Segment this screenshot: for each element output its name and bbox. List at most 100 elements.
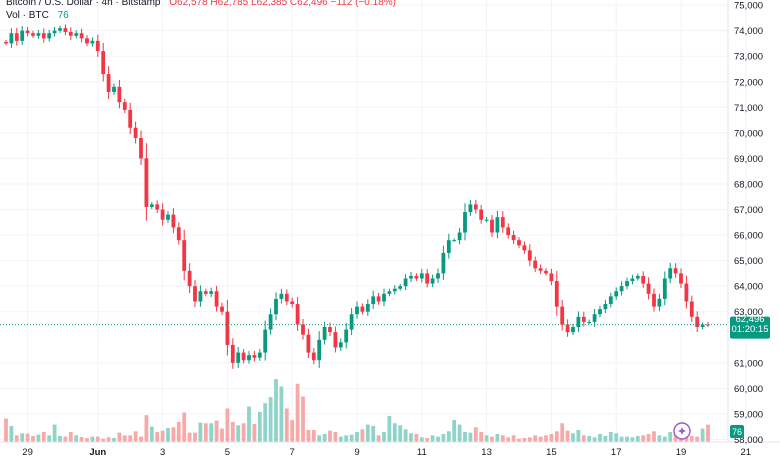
volume-bar bbox=[301, 396, 305, 442]
volume-bar bbox=[31, 435, 35, 442]
candle-body bbox=[695, 316, 700, 328]
candle-body bbox=[85, 38, 89, 44]
candle-body bbox=[457, 232, 462, 241]
volume-bar bbox=[4, 418, 8, 442]
volume-bar bbox=[457, 424, 462, 442]
volume-bar bbox=[598, 433, 602, 442]
volume-bar bbox=[209, 423, 214, 442]
price-axis-label: 68,000 bbox=[734, 179, 763, 190]
candle-body bbox=[68, 31, 73, 36]
candle-body bbox=[365, 304, 370, 312]
volume-bar bbox=[128, 435, 133, 442]
volume-bar bbox=[560, 423, 565, 442]
volume-bar bbox=[252, 423, 257, 442]
volume-bar bbox=[506, 437, 511, 442]
candle-body bbox=[560, 306, 565, 325]
volume-bar bbox=[295, 383, 300, 442]
volume-bar bbox=[133, 431, 138, 442]
candle-body bbox=[376, 296, 381, 302]
volume-bar bbox=[571, 433, 575, 442]
price-badge-value: 62,496 bbox=[735, 314, 764, 325]
volume-bar bbox=[149, 426, 154, 442]
candle-body bbox=[279, 293, 284, 299]
candle-body bbox=[668, 268, 673, 279]
candle-body bbox=[117, 86, 122, 103]
candle-body bbox=[52, 30, 57, 34]
candle-body bbox=[128, 109, 133, 128]
volume-bar bbox=[139, 436, 143, 442]
candle-body bbox=[452, 240, 457, 242]
candle-body bbox=[263, 329, 268, 353]
candle-body bbox=[20, 30, 25, 41]
volume-bar bbox=[328, 430, 332, 442]
volume-bar bbox=[198, 422, 203, 442]
price-axis-label: 70,000 bbox=[734, 128, 763, 139]
candle-body bbox=[527, 250, 532, 261]
candle-body bbox=[247, 355, 251, 361]
volume-bar bbox=[425, 437, 430, 442]
volume-label[interactable]: Vol · BTC bbox=[6, 10, 49, 21]
candle-body bbox=[112, 86, 116, 92]
volume-bar bbox=[365, 424, 370, 442]
candle-body bbox=[79, 33, 84, 39]
volume-bar bbox=[436, 436, 440, 442]
volume-bar bbox=[203, 423, 208, 442]
volume-bar bbox=[614, 433, 619, 442]
volume-bar bbox=[549, 433, 554, 442]
volume-bar bbox=[668, 431, 673, 442]
candle-body bbox=[662, 278, 667, 299]
volume-bar bbox=[533, 435, 538, 442]
volume-bar bbox=[673, 433, 678, 442]
candle-body bbox=[371, 296, 376, 305]
candle-body bbox=[387, 291, 392, 294]
candle-body bbox=[544, 270, 548, 274]
volume-bar bbox=[592, 437, 597, 442]
volume-bar bbox=[236, 425, 241, 442]
price-axis-label: 71,000 bbox=[734, 103, 763, 114]
candle-body bbox=[425, 273, 430, 284]
volume-bar bbox=[430, 435, 435, 442]
sparkle-icon[interactable] bbox=[673, 422, 691, 440]
volume-bar bbox=[344, 435, 349, 442]
volume-bar bbox=[360, 429, 365, 442]
volume-bar bbox=[463, 431, 467, 442]
candle-body bbox=[414, 275, 419, 279]
symbol-title[interactable]: Bitcoin / U.S. Dollar · 4h · Bitstamp bbox=[6, 0, 161, 8]
candle-body bbox=[193, 286, 197, 302]
price-axis-labels: 75,000 74,000 73,000 72,000 71,000 70,000 69,0… bbox=[734, 1, 763, 446]
volume-bar bbox=[684, 435, 689, 442]
volume-bar bbox=[349, 434, 354, 442]
volume-bar bbox=[171, 427, 176, 442]
volume-bar bbox=[641, 435, 646, 442]
volume-bar bbox=[635, 435, 640, 442]
volume-bar bbox=[79, 436, 84, 442]
candle-body bbox=[236, 352, 241, 363]
price-axis-label: 67,000 bbox=[734, 205, 763, 216]
volume-bar bbox=[500, 435, 505, 442]
candle-body bbox=[295, 304, 300, 325]
candle-body bbox=[608, 296, 613, 305]
candle-body bbox=[166, 214, 170, 220]
price-axis-label: 73,000 bbox=[734, 52, 763, 63]
volume-bar bbox=[52, 424, 57, 442]
volume-bar bbox=[85, 437, 89, 442]
candle-body bbox=[398, 286, 403, 289]
candle-body bbox=[549, 273, 554, 282]
volume-header: Vol · BTC 76 bbox=[6, 10, 69, 21]
candle-body bbox=[500, 217, 505, 228]
volume-bar bbox=[603, 435, 608, 442]
volume-bar bbox=[257, 411, 262, 442]
candle-body bbox=[317, 339, 322, 361]
volume-bar bbox=[95, 436, 100, 442]
volume-bar bbox=[495, 433, 500, 442]
candle-body bbox=[646, 283, 651, 294]
price-badge-countdown: 01:20:15 bbox=[732, 324, 769, 335]
candle-body bbox=[479, 209, 484, 220]
volume-bar bbox=[263, 403, 268, 442]
volume-bar bbox=[403, 429, 408, 442]
volume-bar bbox=[517, 438, 521, 442]
volume-bar bbox=[279, 386, 284, 442]
candle-body bbox=[106, 74, 111, 92]
